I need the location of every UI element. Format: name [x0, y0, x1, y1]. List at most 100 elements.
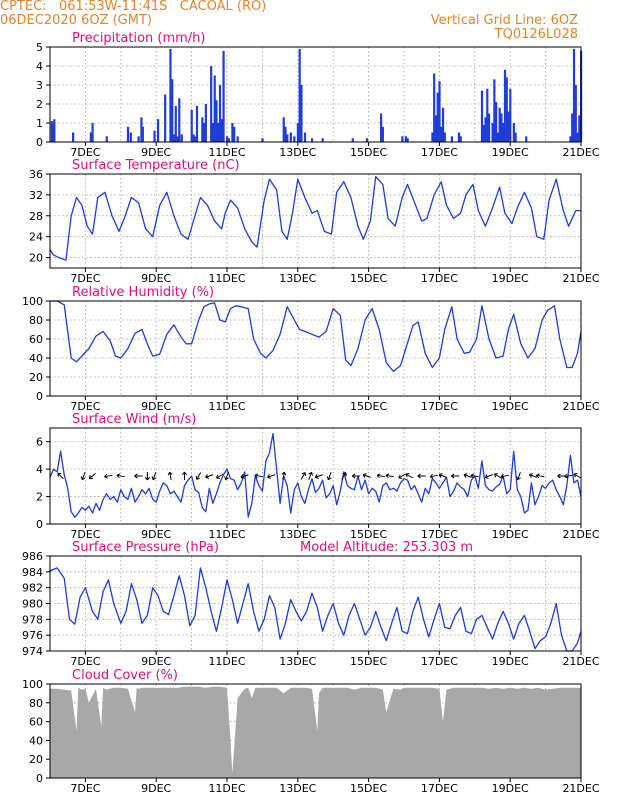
- wind-arrow-head: [385, 474, 389, 479]
- wind-arrow: [134, 473, 143, 479]
- press-xtick-label: 7DEC: [70, 655, 100, 668]
- wind-arrow-head: [184, 471, 187, 476]
- precip-ytick-label: 2: [36, 98, 43, 111]
- wind-arrow-head: [240, 474, 244, 478]
- precip-xtick-label: 7DEC: [70, 146, 100, 159]
- wind-arrow-shaft: [500, 474, 509, 478]
- wind-arrow: [376, 473, 386, 479]
- wind-xtick-label: 15DEC: [350, 528, 387, 541]
- wind-arrow-shaft: [267, 474, 276, 478]
- precip-bar: [156, 119, 160, 142]
- wind-arrow: [205, 474, 214, 479]
- wind-arrow: [116, 473, 125, 479]
- temp-xtick-label: 7DEC: [70, 272, 100, 285]
- precip-bar: [480, 90, 484, 142]
- precip-bar: [210, 66, 213, 142]
- rh-xtick-label: 21DEC: [562, 400, 599, 413]
- precip-bar: [169, 48, 172, 142]
- wind-arrow-head: [326, 476, 329, 480]
- precip-bar: [226, 136, 229, 142]
- press-ytick-label: 982: [22, 582, 43, 595]
- wind-arrow: [493, 473, 502, 479]
- precip-bar: [459, 136, 462, 142]
- wind-arrow-head: [451, 473, 455, 477]
- wind-ytick-label: 0: [36, 518, 43, 531]
- temp-xtick-label: 19DEC: [492, 272, 529, 285]
- wind-arrow-head: [215, 474, 219, 479]
- wind-arrow-head: [146, 476, 150, 481]
- precip-ytick-label: 5: [36, 41, 43, 54]
- wind-arrow: [281, 471, 287, 481]
- precip-bar: [233, 126, 236, 142]
- wind-arrow-head: [429, 473, 433, 478]
- precip-bar: [51, 123, 55, 142]
- precip-ytick-label: 3: [36, 79, 43, 92]
- wind-arrow-head: [144, 476, 148, 481]
- wind-arrow-head: [439, 473, 443, 476]
- wind-xtick-label: 11DEC: [208, 528, 245, 541]
- precip-bar: [404, 136, 407, 142]
- precip-bar: [296, 123, 299, 142]
- wind-arrow-head: [557, 473, 561, 477]
- precip-bar: [379, 113, 383, 142]
- wind-arrow-shaft: [152, 472, 157, 480]
- precip-bar: [381, 126, 384, 142]
- precip-bar: [220, 119, 223, 142]
- press-xtick-label: 13DEC: [279, 655, 316, 668]
- precip-xtick-label: 9DEC: [141, 146, 171, 159]
- wind-arrow-shaft: [169, 471, 172, 481]
- precip-bar: [310, 138, 314, 142]
- precip-bar: [509, 88, 512, 142]
- wind-arrow: [516, 472, 521, 481]
- wind-arrow-head: [167, 471, 171, 476]
- cloud-xtick-label: 9DEC: [141, 782, 171, 795]
- wind-arrow: [429, 473, 439, 479]
- wind-arrow-head: [398, 474, 401, 479]
- wind-arrow: [254, 473, 263, 479]
- wind-arrow-shaft: [485, 474, 493, 478]
- precip-bar: [507, 111, 510, 142]
- wind-arrow-head: [463, 474, 467, 478]
- precip-bar: [303, 132, 307, 142]
- press-ytick-label: 986: [22, 550, 43, 563]
- precip-bar: [218, 85, 222, 142]
- rh-xtick-label: 13DEC: [279, 400, 316, 413]
- precip-bar: [293, 136, 296, 142]
- wind-arrow-head: [351, 475, 356, 479]
- wind-arrow-head: [470, 473, 475, 476]
- rh-title: Relative Humidity (%): [72, 285, 214, 300]
- precip-bar: [284, 126, 287, 142]
- wind-frame: [49, 427, 582, 525]
- wind-arrow: [564, 473, 573, 479]
- wind-arrow-head: [564, 473, 568, 478]
- precip-bar: [436, 92, 439, 142]
- wind-arrow-shaft: [196, 472, 202, 480]
- wind-arrow-shaft: [104, 474, 113, 478]
- precip-bar: [194, 136, 197, 142]
- wind-arrow-head: [311, 472, 314, 476]
- wind-arrow-shaft: [463, 474, 472, 478]
- wind-arrow-head: [493, 473, 497, 478]
- precip-bar: [91, 123, 94, 142]
- wind-arrow: [341, 472, 347, 480]
- cloud-xtick-label: 21DEC: [562, 782, 599, 795]
- precip-bar: [172, 134, 176, 142]
- precip-xtick-label: 17DEC: [421, 146, 458, 159]
- wind-arrow-head: [351, 473, 356, 477]
- precip-bar: [222, 50, 225, 142]
- precip-bar: [137, 136, 140, 142]
- wind-arrow-head: [463, 473, 468, 476]
- rh-line: [50, 300, 582, 372]
- precip-bar: [178, 98, 181, 142]
- wind-arrow-head: [225, 477, 229, 481]
- press-ytick-label: 978: [22, 613, 43, 626]
- wind-arrow: [167, 471, 173, 481]
- wind-arrow-head: [362, 474, 366, 478]
- wind-arrow-head: [516, 476, 519, 480]
- wind-arrow-shaft: [300, 472, 306, 480]
- wind-arrow-shaft: [205, 474, 214, 478]
- precip-xtick-label: 21DEC: [562, 146, 599, 159]
- rh-panel: [46, 300, 582, 400]
- wind-arrow: [182, 471, 187, 480]
- precip-bar: [164, 94, 167, 142]
